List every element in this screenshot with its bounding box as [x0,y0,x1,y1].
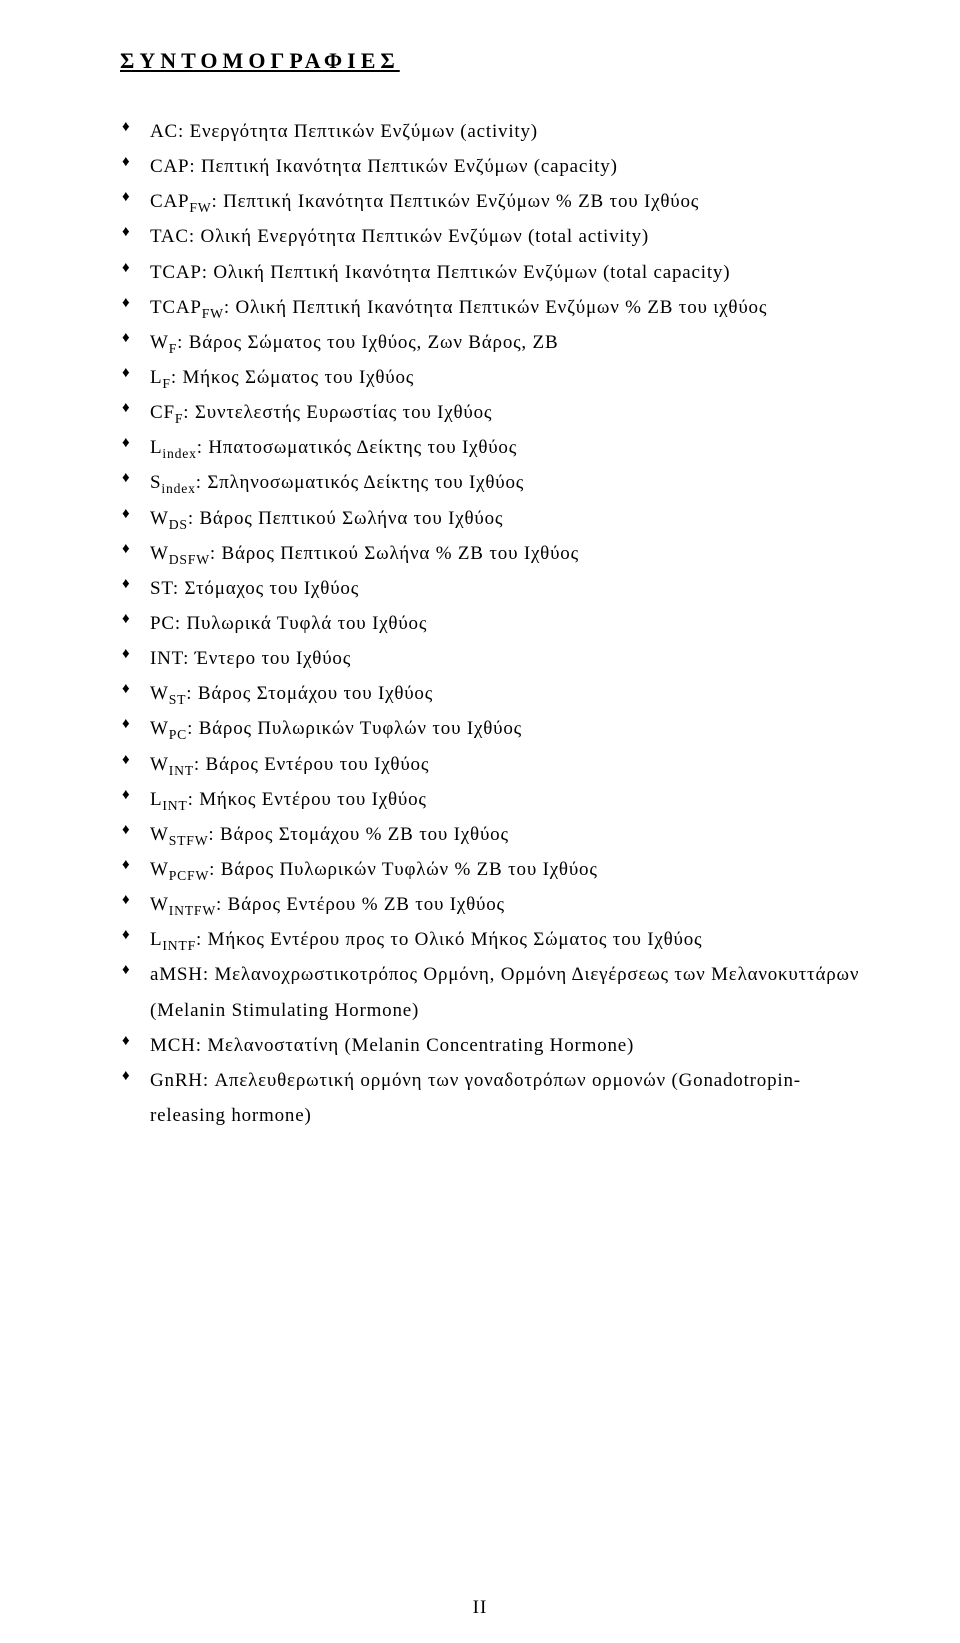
list-item: MCH: Μελανοστατίνη (Melanin Concentratin… [120,1028,870,1063]
list-item: LF: Μήκος Σώματος του Ιχθύος [120,360,870,395]
list-item: WDSFW: Βάρος Πεπτικού Σωλήνα % ΖΒ του Ιχ… [120,536,870,571]
list-item: WPC: Βάρος Πυλωρικών Τυφλών του Ιχθύος [120,711,870,746]
list-item: LINTF: Μήκος Εντέρου προς το Ολικό Μήκος… [120,922,870,957]
list-item: WDS: Βάρος Πεπτικού Σωλήνα του Ιχθύος [120,501,870,536]
page-title: ΣΥΝΤΟΜΟΓΡΑΦΙΕΣ [120,48,870,74]
page-number: II [0,1597,960,1619]
document-page: ΣΥΝΤΟΜΟΓΡΑΦΙΕΣ AC: Ενεργότητα Πεπτικών Ε… [0,0,960,1643]
list-item: GnRH: Απελευθερωτική ορμόνη των γοναδοτρ… [120,1063,870,1133]
list-item: Lindex: Ηπατοσωματικός Δείκτης του Ιχθύο… [120,430,870,465]
list-item: WST: Βάρος Στομάχου του Ιχθύος [120,676,870,711]
list-item: CAPFW: Πεπτική Ικανότητα Πεπτικών Ενζύμω… [120,184,870,219]
list-item: WINT: Βάρος Εντέρου του Ιχθύος [120,747,870,782]
list-item: PC: Πυλωρικά Τυφλά του Ιχθύος [120,606,870,641]
list-item: INT: Έντερο του Ιχθύος [120,641,870,676]
abbreviations-list: AC: Ενεργότητα Πεπτικών Ενζύμων (activit… [120,114,870,1133]
list-item: ST: Στόμαχος του Ιχθύος [120,571,870,606]
list-item: TCAPFW: Ολική Πεπτική Ικανότητα Πεπτικών… [120,290,870,325]
list-item: AC: Ενεργότητα Πεπτικών Ενζύμων (activit… [120,114,870,149]
list-item: TAC: Ολική Ενεργότητα Πεπτικών Ενζύμων (… [120,219,870,254]
list-item: CFF: Συντελεστής Ευρωστίας του Ιχθύος [120,395,870,430]
list-item: WSTFW: Βάρος Στομάχου % ΖΒ του Ιχθύος [120,817,870,852]
list-item: WPCFW: Βάρος Πυλωρικών Τυφλών % ΖΒ του Ι… [120,852,870,887]
list-item: Sindex: Σπληνοσωματικός Δείκτης του Ιχθύ… [120,465,870,500]
list-item: aMSH: Μελανοχρωστικοτρόπος Ορμόνη, Ορμόν… [120,957,870,1027]
list-item: WINTFW: Βάρος Εντέρου % ΖΒ του Ιχθύος [120,887,870,922]
list-item: TCAP: Ολική Πεπτική Ικανότητα Πεπτικών Ε… [120,255,870,290]
list-item: WF: Βάρος Σώματος του Ιχθύος, Ζων Βάρος,… [120,325,870,360]
list-item: LINT: Μήκος Εντέρου του Ιχθύος [120,782,870,817]
list-item: CAP: Πεπτική Ικανότητα Πεπτικών Ενζύμων … [120,149,870,184]
